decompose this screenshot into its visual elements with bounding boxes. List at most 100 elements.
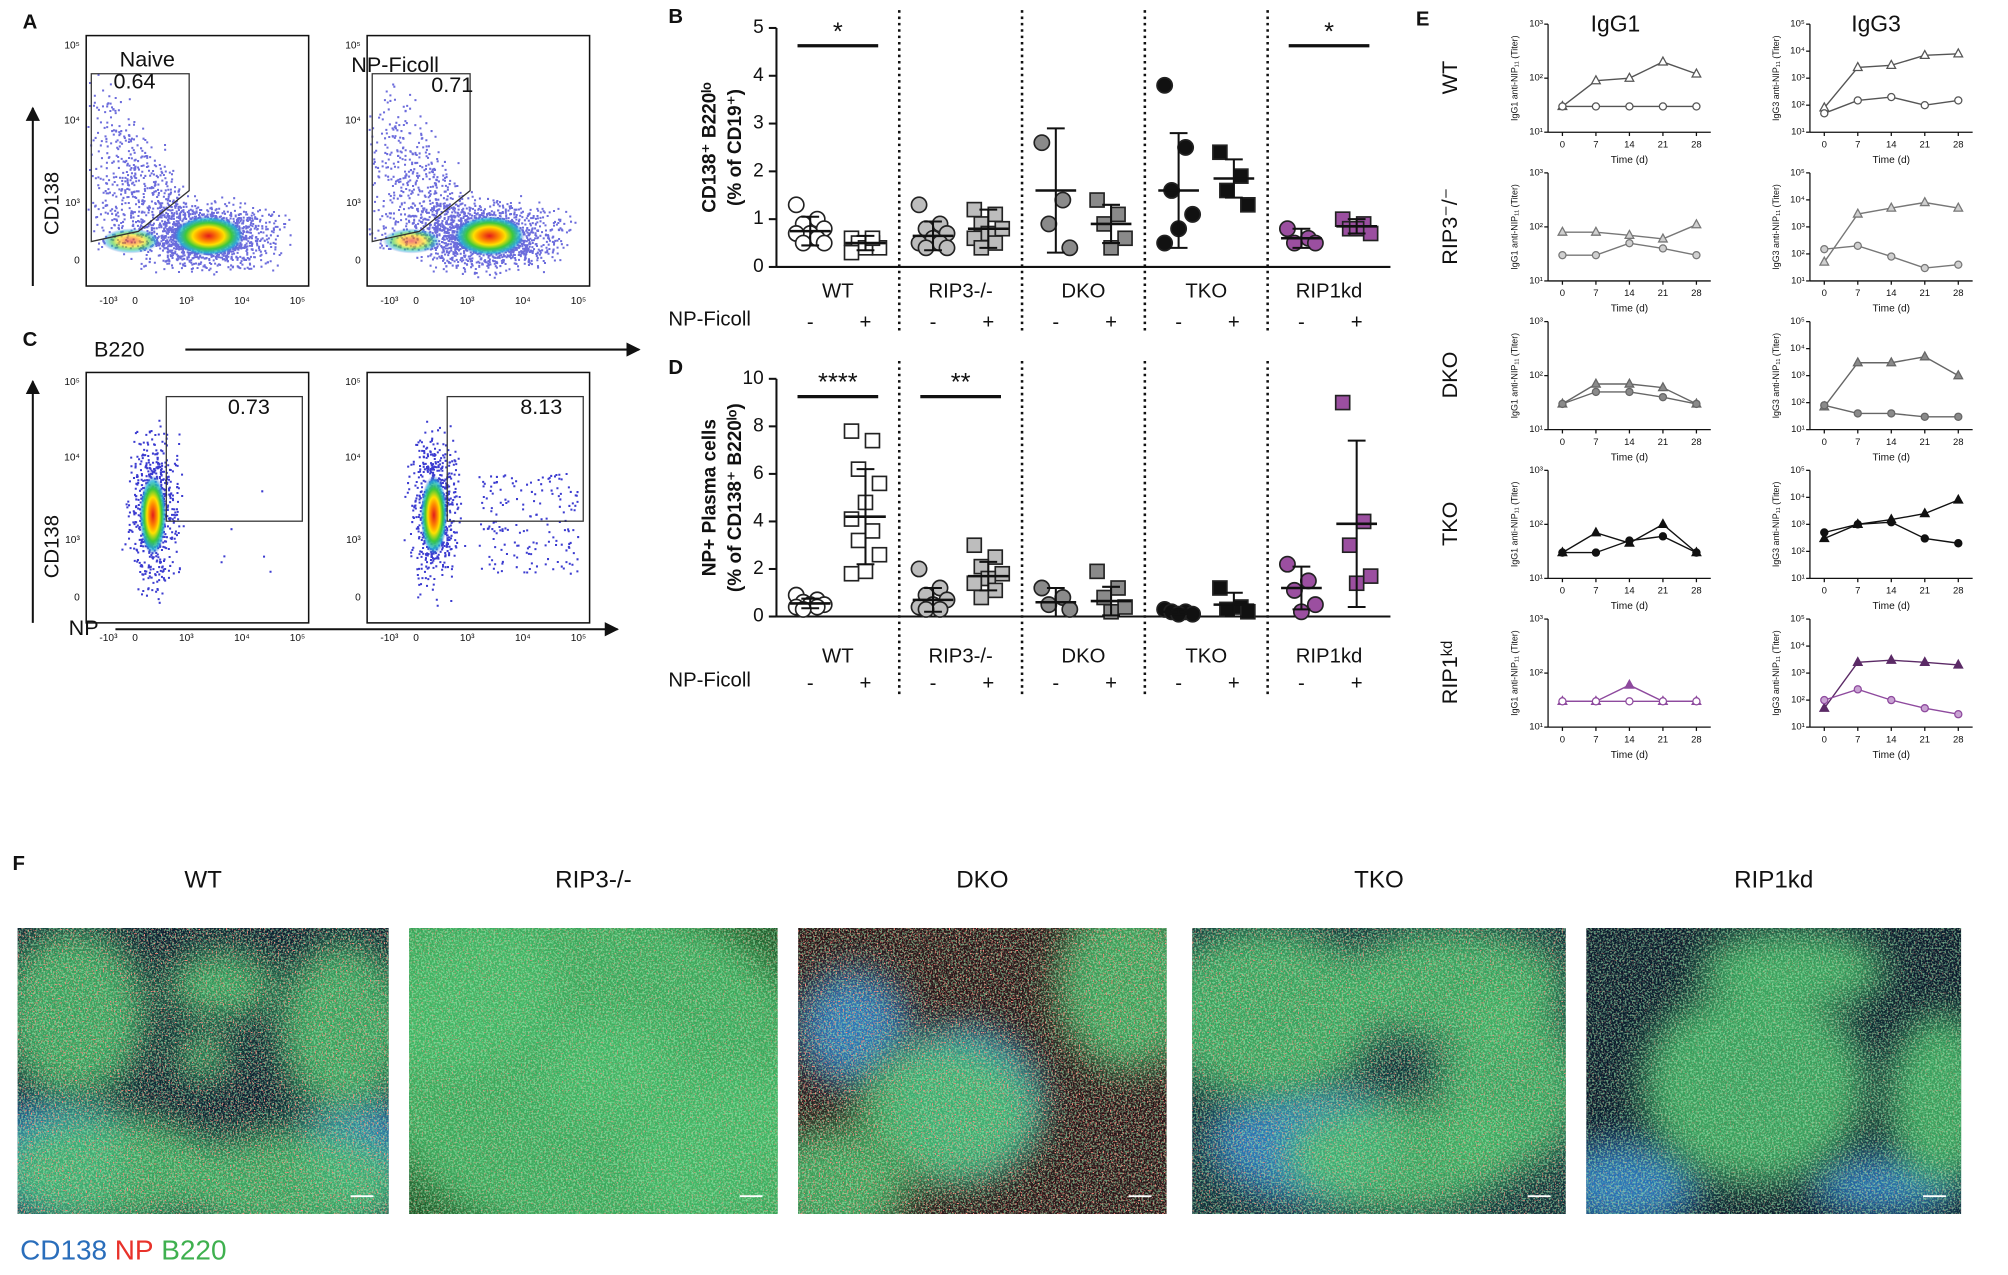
y-tick-label: 10⁵ (1790, 167, 1805, 178)
data-point (1852, 207, 1864, 218)
group-label: TKO (1185, 281, 1227, 303)
category-label: + (982, 672, 994, 694)
panel-letter: D (668, 357, 683, 379)
y-tick-label: 10² (1791, 546, 1805, 557)
group-label: WT (822, 281, 854, 303)
y-tick-label: 10¹ (1791, 722, 1805, 733)
data-point (1657, 381, 1669, 392)
image-title: RIP3-/- (555, 866, 631, 893)
stain-np (409, 927, 778, 1214)
data-point (1591, 250, 1601, 260)
category-label: + (1105, 311, 1117, 333)
x-axis-label: Time (d) (1611, 452, 1648, 463)
data-point (1658, 102, 1668, 111)
y-tick-label: 10⁴ (64, 115, 80, 126)
data-point (938, 239, 956, 257)
category-label: - (1175, 672, 1182, 694)
y-tick-label: 10³ (346, 198, 361, 209)
data-point (808, 598, 826, 616)
data-point (1920, 412, 1929, 421)
row-title: RIP1ᵏᵈ (1437, 641, 1462, 705)
x-tick-label: 0 (1822, 734, 1827, 745)
y-tick-label: 10³ (65, 198, 80, 209)
x-tick-label: 14 (1886, 437, 1897, 448)
legend-label: NP (115, 1235, 154, 1266)
data-point (1818, 702, 1830, 712)
x-tick-label: 0 (1822, 586, 1827, 597)
y-tick-label: 4 (753, 510, 764, 531)
y-axis-label: IgG3 anti-NIP₁₁ (Titer) (1771, 482, 1781, 568)
flow-plot (85, 34, 310, 287)
x-tick-label: 14 (1886, 139, 1897, 150)
x-tick-label: 21 (1658, 139, 1669, 150)
x-tick-label: 28 (1953, 734, 1964, 745)
data-point (1692, 697, 1701, 706)
x-tick-label: 14 (1886, 734, 1897, 745)
flow-events (121, 419, 272, 604)
x-tick-label: 10³ (179, 296, 194, 307)
x-tick-label: 7 (1855, 734, 1860, 745)
group-label: DKO (1061, 281, 1105, 303)
group-label: TKO (1185, 646, 1227, 668)
significance-label: * (1324, 18, 1334, 46)
data-point (1885, 356, 1897, 367)
data-point (1054, 191, 1072, 209)
category-label: - (1175, 311, 1182, 333)
data-point (1625, 697, 1634, 706)
error-bar (1102, 585, 1120, 617)
gate-value: 8.13 (520, 394, 562, 419)
data-point (1306, 596, 1324, 614)
data-point (1061, 239, 1079, 257)
data-point (864, 523, 881, 539)
image-title: RIP1kd (1734, 866, 1813, 893)
data-point (1117, 230, 1133, 247)
y-axis-label: IgG3 anti-NIP₁₁ (Titer) (1771, 35, 1781, 121)
data-point (1919, 49, 1931, 60)
data-point (1233, 168, 1249, 184)
data-point (794, 600, 812, 618)
data-point (1657, 232, 1669, 243)
group-label: RIP1kd (1296, 646, 1363, 668)
data-point (1919, 196, 1931, 207)
data-point (1033, 134, 1051, 152)
micrograph (409, 927, 778, 1214)
column-title: IgG3 (1851, 10, 1901, 36)
x-tick-label: 0 (1822, 288, 1827, 299)
data-point (857, 563, 874, 580)
x-tick-label: 7 (1593, 288, 1598, 299)
data-point (1920, 100, 1929, 110)
data-point (1591, 697, 1601, 706)
y-tick-label: 6 (753, 463, 764, 484)
data-point (1820, 695, 1829, 705)
y-tick-label: 10⁴ (1790, 343, 1805, 354)
gate-value: 0.73 (228, 394, 270, 419)
gate-value: 0.64 (113, 68, 155, 93)
data-point (1557, 225, 1568, 236)
data-point (1355, 513, 1372, 530)
data-point (1362, 568, 1379, 584)
category-label: + (860, 672, 872, 694)
data-point (1954, 710, 1963, 719)
y-tick-label: 10³ (1529, 316, 1543, 327)
y-tick-label: 10³ (1791, 668, 1805, 679)
y-axis-label: CD138 (42, 515, 64, 578)
data-point (1820, 244, 1829, 254)
data-point (1558, 399, 1567, 409)
group-label: RIP1kd (1296, 281, 1363, 303)
data-point (1887, 252, 1896, 261)
condition-label: NP-Ficoll (351, 52, 439, 77)
y-tick-label: 0 (355, 256, 361, 267)
x-tick-label: 7 (1855, 437, 1860, 448)
data-point (1820, 109, 1829, 118)
x-axis-label: Time (d) (1611, 750, 1648, 761)
data-point (1853, 520, 1862, 529)
gate (371, 73, 471, 243)
x-axis-label: Time (d) (1873, 452, 1910, 463)
data-point (1558, 102, 1567, 111)
plot-frame (366, 371, 591, 624)
micrograph (1586, 927, 1962, 1214)
row-title: RIP3⁻/⁻ (1437, 188, 1462, 265)
x-tick-label: 10⁵ (571, 633, 587, 644)
flow-density (139, 475, 167, 556)
category-label: + (860, 311, 872, 333)
